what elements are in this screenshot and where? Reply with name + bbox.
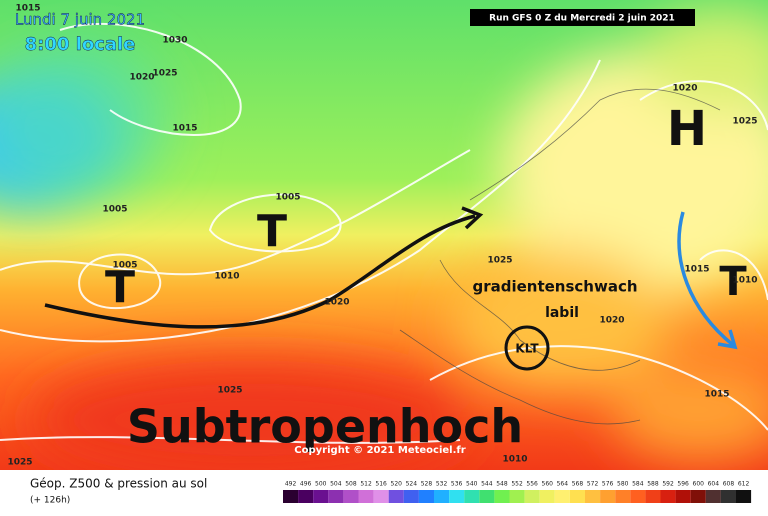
legend-swatch xyxy=(720,490,736,503)
weak-gradient-label: gradientenschwach xyxy=(472,278,637,296)
legend-swatch xyxy=(418,490,434,503)
legend-swatch xyxy=(464,490,480,503)
legend-tick: 548 xyxy=(496,481,508,488)
subtropical-label: Subtropenhoch xyxy=(127,400,523,454)
legend-tick: 528 xyxy=(421,481,433,488)
legend-swatch xyxy=(705,490,721,503)
footer-title: Géop. Z500 & pression au sol xyxy=(30,477,207,491)
isobar-label: 1030 xyxy=(162,36,187,46)
legend-tick: 512 xyxy=(360,481,372,488)
legend-tick: 492 xyxy=(285,481,297,488)
legend-tick: 536 xyxy=(451,481,463,488)
isobar-label: 1020 xyxy=(129,73,154,83)
isobar-label: 1015 xyxy=(684,265,709,275)
legend-swatch xyxy=(554,490,570,503)
legend-tick: 604 xyxy=(708,481,720,488)
legend-swatch xyxy=(388,490,404,503)
legend-swatch xyxy=(373,490,389,503)
legend-swatch xyxy=(736,490,752,503)
isobar-label: 1020 xyxy=(672,84,697,94)
legend-tick: 568 xyxy=(572,481,584,488)
isobar-label: 1015 xyxy=(704,390,729,400)
map-field xyxy=(0,0,768,480)
forecast-date: Lundi 7 juin 2021 xyxy=(15,11,145,29)
copyright: Copyright © 2021 Meteociel.fr xyxy=(294,445,465,456)
legend-tick: 556 xyxy=(526,481,538,488)
low-label: T xyxy=(719,259,747,305)
isobar-label: 1025 xyxy=(152,69,177,79)
footer-lead: (+ 126h) xyxy=(30,496,70,506)
legend-swatch xyxy=(434,490,450,503)
low-label: T xyxy=(105,262,135,313)
isobar-label: 1020 xyxy=(324,298,349,308)
legend-swatch xyxy=(660,490,676,503)
cut-off-label: KLT xyxy=(515,342,539,356)
legend-swatch xyxy=(403,490,419,503)
legend-tick: 592 xyxy=(662,481,674,488)
run-info: Run GFS 0 Z du Mercredi 2 juin 2021 xyxy=(489,14,675,24)
legend-swatch xyxy=(690,490,706,503)
legend-tick: 508 xyxy=(345,481,357,488)
legend-swatch xyxy=(585,490,601,503)
isobar-label: 1025 xyxy=(487,256,512,266)
legend-swatch xyxy=(630,490,646,503)
legend-tick: 608 xyxy=(723,481,735,488)
legend-swatch xyxy=(524,490,540,503)
legend-swatch xyxy=(283,490,299,503)
legend-tick: 560 xyxy=(542,481,554,488)
legend-tick: 612 xyxy=(738,481,750,488)
legend-tick: 500 xyxy=(315,481,327,488)
legend-tick: 584 xyxy=(632,481,644,488)
isobar-label: 1025 xyxy=(732,117,757,127)
legend-swatch xyxy=(298,490,314,503)
isobar-label: 1025 xyxy=(7,458,32,468)
isobar-label: 1020 xyxy=(599,316,624,326)
isobar-label: 1005 xyxy=(102,205,127,215)
legend-tick: 516 xyxy=(375,481,387,488)
isobar-label: 1015 xyxy=(172,124,197,134)
legend-tick: 572 xyxy=(587,481,599,488)
legend-tick: 520 xyxy=(391,481,403,488)
unstable-label: labil xyxy=(545,305,579,321)
legend-swatch xyxy=(449,490,465,503)
run-box xyxy=(470,9,695,26)
legend-tick: 552 xyxy=(511,481,523,488)
legend-tick: 564 xyxy=(557,481,569,488)
legend-swatch xyxy=(539,490,555,503)
isobar-label: 1010 xyxy=(732,276,757,286)
legend-swatch xyxy=(569,490,585,503)
legend-swatch xyxy=(615,490,631,503)
legend-tick: 600 xyxy=(693,481,705,488)
legend-swatch xyxy=(509,490,525,503)
legend-tick: 504 xyxy=(330,481,342,488)
legend-swatch xyxy=(675,490,691,503)
legend-tick: 532 xyxy=(436,481,448,488)
isobar-label: 1015 xyxy=(15,4,40,14)
legend-tick: 580 xyxy=(617,481,629,488)
legend-tick: 496 xyxy=(300,481,312,488)
legend-swatch xyxy=(600,490,616,503)
legend-swatch xyxy=(479,490,495,503)
legend-swatch xyxy=(358,490,374,503)
legend-swatch xyxy=(328,490,344,503)
isobar-label: 1005 xyxy=(112,261,137,271)
legend-swatch xyxy=(313,490,329,503)
legend-swatch xyxy=(645,490,661,503)
isobar-label: 1025 xyxy=(217,386,242,396)
isobar-label: 1010 xyxy=(502,455,527,465)
legend-tick: 576 xyxy=(602,481,614,488)
legend-tick: 588 xyxy=(647,481,659,488)
legend-swatch xyxy=(494,490,510,503)
forecast-time: 8:00 locale xyxy=(25,34,136,55)
legend-tick: 540 xyxy=(466,481,478,488)
high-label: H xyxy=(667,101,707,157)
isobar-label: 1010 xyxy=(214,272,239,282)
isobar-label: 1005 xyxy=(275,193,300,203)
legend-tick: 524 xyxy=(406,481,418,488)
legend-swatch xyxy=(343,490,359,503)
legend-tick: 596 xyxy=(677,481,689,488)
legend-tick: 544 xyxy=(481,481,493,488)
low-label: T xyxy=(257,206,287,257)
